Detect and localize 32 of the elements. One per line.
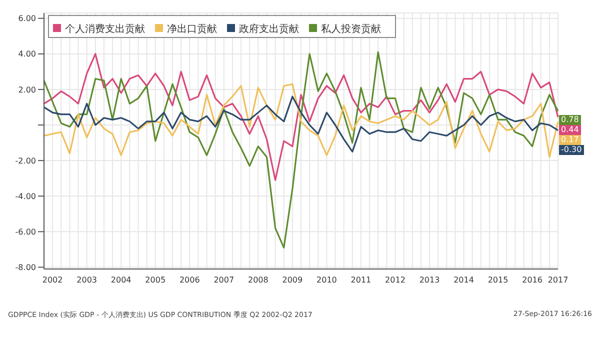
legend-label: 净出口贡献 bbox=[167, 24, 217, 35]
x-tick-label: 2008 bbox=[248, 276, 268, 285]
x-tick-label: 2012 bbox=[385, 276, 406, 285]
x-tick-label: 2014 bbox=[454, 276, 474, 285]
x-tick-label: 2017 bbox=[548, 276, 568, 285]
y-tick-label: 4.00 bbox=[18, 50, 36, 59]
x-tick-label: 2009 bbox=[282, 276, 303, 285]
x-tick-label: 2007 bbox=[214, 276, 234, 285]
y-tick-label: 6.00 bbox=[18, 14, 36, 24]
y-tick-label: -6.00 bbox=[15, 228, 36, 237]
x-tick-label: 2016 bbox=[522, 276, 542, 285]
legend-label: 私人投资贡献 bbox=[321, 24, 381, 35]
legend-label: 政府支出贡献 bbox=[239, 24, 299, 35]
x-tick-label: 2003 bbox=[76, 276, 98, 285]
x-tick-label: 2002 bbox=[42, 276, 63, 285]
x-tick-label: 2013 bbox=[419, 276, 440, 285]
y-tick-label: -8.00 bbox=[15, 263, 36, 272]
legend-label: 个人消费支出贡献 bbox=[65, 24, 145, 35]
data-label: 0.44 bbox=[559, 124, 581, 135]
y-tick-label: -2.00 bbox=[15, 156, 36, 166]
x-tick-label: 2015 bbox=[488, 276, 508, 285]
line-series bbox=[43, 51, 559, 248]
x-tick-label: 2006 bbox=[179, 276, 200, 285]
y-tick-label: 2.00 bbox=[18, 85, 36, 94]
data-label: -0.30 bbox=[559, 144, 584, 155]
x-tick-label: 2005 bbox=[145, 276, 166, 285]
y-tick-label: -4.00 bbox=[15, 192, 36, 201]
x-tick-label: 2004 bbox=[110, 276, 132, 285]
data-label: 0.78 bbox=[559, 114, 581, 125]
data-label: 0.17 bbox=[559, 134, 581, 145]
x-tick-label: 2010 bbox=[316, 276, 337, 285]
x-tick-label: 2011 bbox=[350, 276, 372, 285]
